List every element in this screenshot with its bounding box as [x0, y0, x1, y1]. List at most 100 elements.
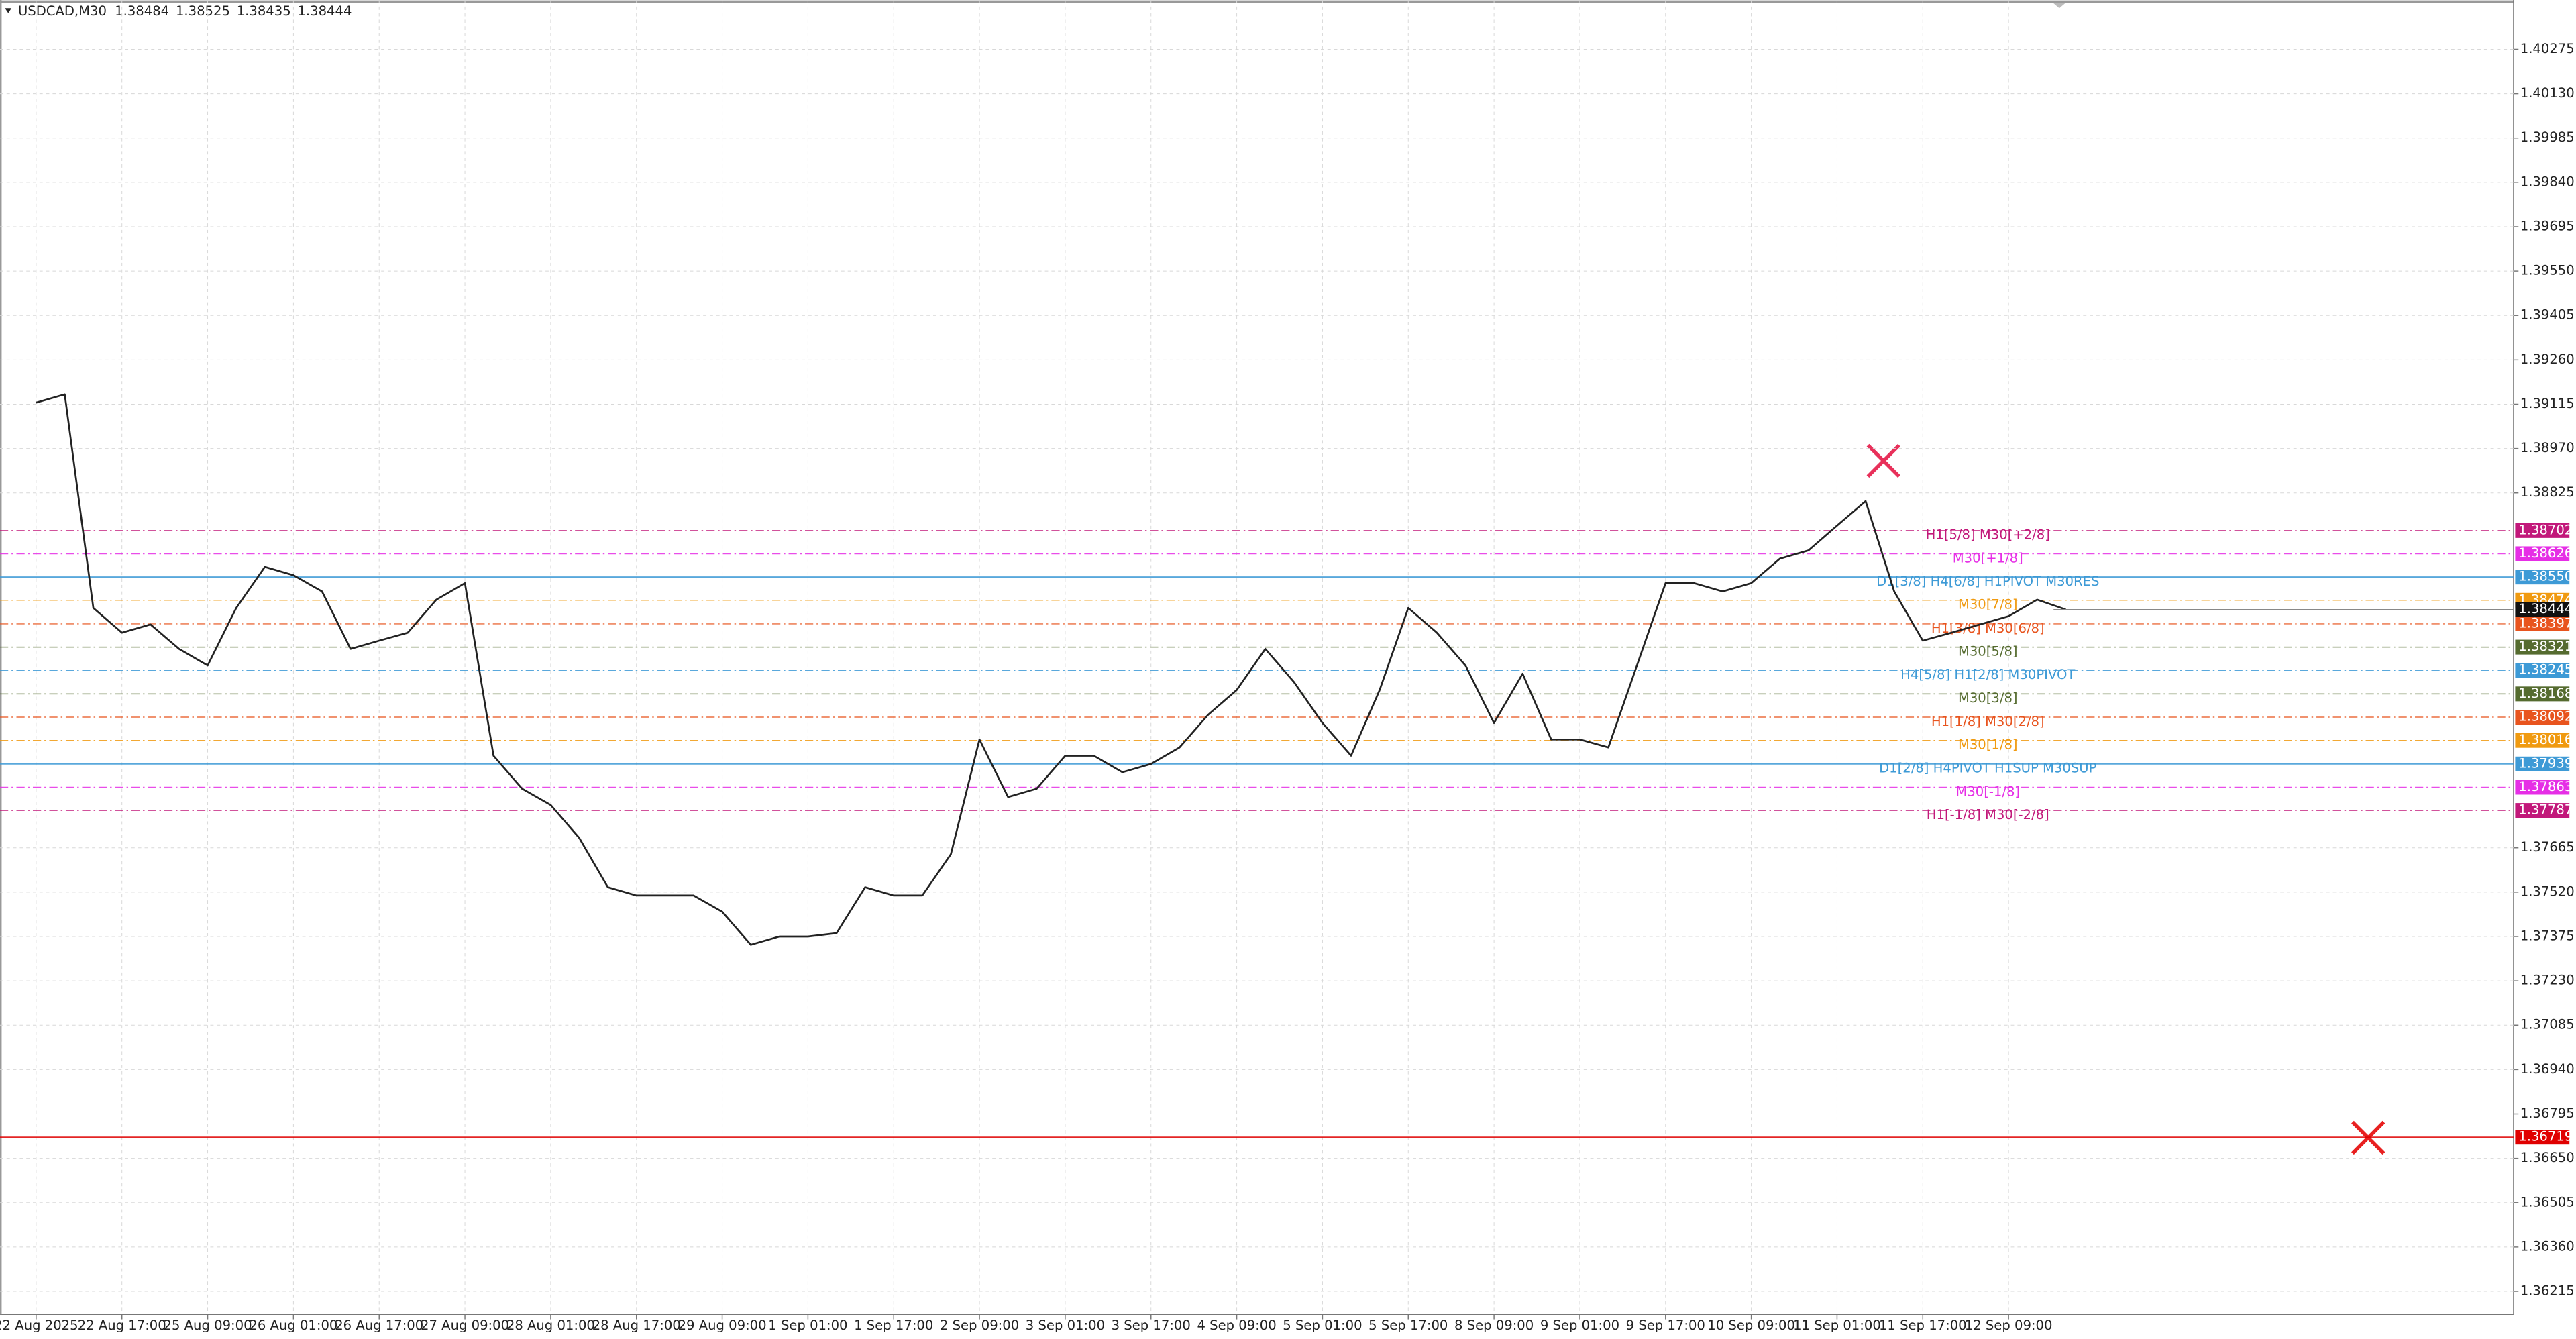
x-tick-label: 1 Sep 17:00: [854, 1318, 933, 1333]
price-tag: [2515, 663, 2570, 678]
level-label: M30[7/8]: [1958, 597, 2018, 612]
x-tick-label: 28 Aug 17:00: [592, 1318, 681, 1333]
level-label: M30[1/8]: [1958, 737, 2018, 753]
y-tick-label: 1.39695: [2520, 218, 2575, 233]
price-tag: [2515, 1130, 2570, 1145]
high: 1.38525: [176, 3, 230, 19]
level-label: H4[5/8] H1[2/8] M30PIVOT: [1900, 667, 2076, 682]
price-tag-label: 1.38626: [2518, 545, 2573, 561]
shift-marker: [2053, 3, 2065, 9]
y-tick-label: 1.37085: [2520, 1017, 2575, 1032]
x-tick-label: 26 Aug 17:00: [335, 1318, 423, 1333]
y-tick-label: 1.36940: [2520, 1061, 2575, 1077]
x-tick-label: 9 Sep 17:00: [1626, 1318, 1705, 1333]
x-tick-label: 10 Sep 09:00: [1707, 1318, 1795, 1333]
price-tag: [2515, 639, 2570, 655]
x-tick-label: 3 Sep 01:00: [1026, 1318, 1105, 1333]
price-line: [36, 393, 2066, 946]
current-price-tag: [2515, 602, 2570, 617]
x-tick-label: 2 Sep 09:00: [940, 1318, 1019, 1333]
y-tick-label: 1.37375: [2520, 928, 2575, 944]
x-tick-label: 25 Aug 09:00: [164, 1318, 252, 1333]
price-tag-label: 1.38321: [2518, 639, 2573, 654]
price-tag: [2515, 780, 2570, 795]
x-tick-label: 22 Aug 2025: [0, 1318, 78, 1333]
price-tag-label: 1.38245: [2518, 662, 2573, 678]
x-tick-label: 12 Sep 09:00: [1965, 1318, 2053, 1333]
price-tag: [2515, 616, 2570, 631]
chart-title: USDCAD,M30 1.38484 1.38525 1.38435 1.38444: [18, 3, 352, 19]
x-tick-label: 1 Sep 01:00: [768, 1318, 847, 1333]
price-tag-label: 1.37863: [2518, 779, 2573, 794]
x-tick-label: 11 Sep 01:00: [1793, 1318, 1881, 1333]
level-label: M30[+1/8]: [1953, 550, 2023, 566]
x-tick-label: 3 Sep 17:00: [1112, 1318, 1191, 1333]
current-price-label: 1.38444: [2518, 601, 2573, 617]
low: 1.38435: [237, 3, 291, 19]
close: 1.38444: [297, 3, 352, 19]
y-tick-label: 1.39840: [2520, 174, 2575, 189]
price-tag-label: 1.38550: [2518, 569, 2573, 584]
x-tick-label: 28 Aug 01:00: [506, 1318, 595, 1333]
y-tick-label: 1.38825: [2520, 484, 2575, 500]
x-tick-label: 26 Aug 01:00: [249, 1318, 337, 1333]
price-tag-label: 1.38168: [2518, 686, 2573, 701]
x-tick-label: 9 Sep 01:00: [1540, 1318, 1619, 1333]
price-tag-label: 1.36719: [2518, 1129, 2573, 1144]
x-tick-label: 29 Aug 09:00: [678, 1318, 767, 1333]
y-tick-label: 1.36505: [2520, 1194, 2575, 1210]
y-tick-label: 1.36360: [2520, 1238, 2575, 1254]
x-tick-label: 22 Aug 17:00: [78, 1318, 166, 1333]
price-tag-label: 1.38397: [2518, 615, 2573, 631]
cross-marker: [1866, 443, 1900, 478]
y-tick-label: 1.36215: [2520, 1283, 2575, 1299]
symbol: USDCAD,M30: [18, 3, 107, 19]
level-label: H1[5/8] M30[+2/8]: [1926, 527, 2050, 543]
level-label: H1[-1/8] M30[-2/8]: [1927, 807, 2049, 822]
level-label: H1[1/8] M30[2/8]: [1931, 714, 2045, 729]
y-tick-label: 1.39260: [2520, 352, 2575, 367]
y-tick-label: 1.36650: [2520, 1150, 2575, 1165]
price-tag: [2515, 709, 2570, 725]
price-tag: [2515, 756, 2570, 771]
price-tag-label: 1.37787: [2518, 802, 2573, 818]
y-tick-label: 1.37520: [2520, 883, 2575, 899]
y-tick-label: 1.40275: [2520, 41, 2575, 56]
level-label: M30[3/8]: [1958, 690, 2018, 706]
y-tick-label: 1.37230: [2520, 973, 2575, 988]
price-tag: [2515, 570, 2570, 585]
price-tag: [2515, 733, 2570, 748]
x-tick-label: 4 Sep 09:00: [1197, 1318, 1276, 1333]
y-tick-label: 1.36795: [2520, 1106, 2575, 1121]
x-tick-label: 27 Aug 09:00: [421, 1318, 509, 1333]
price-tag: [2515, 523, 2570, 538]
price-tag-label: 1.38702: [2518, 522, 2573, 537]
menu-arrow[interactable]: [5, 8, 12, 13]
open: 1.38484: [115, 3, 169, 19]
x-tick-label: 8 Sep 09:00: [1454, 1318, 1534, 1333]
x-tick-label: 11 Sep 17:00: [1879, 1318, 1967, 1333]
y-tick-label: 1.39405: [2520, 307, 2575, 323]
level-label: M30[5/8]: [1958, 643, 2018, 659]
x-tick-label: 5 Sep 01:00: [1283, 1318, 1362, 1333]
price-tag: [2515, 803, 2570, 818]
y-tick-label: 1.39985: [2520, 129, 2575, 145]
price-tag-label: 1.38016: [2518, 732, 2573, 747]
level-label: D1[2/8] H4PIVOT H1SUP M30SUP: [1879, 761, 2096, 776]
y-tick-label: 1.40130: [2520, 85, 2575, 101]
price-tag: [2515, 546, 2570, 561]
price-tag-label: 1.37939: [2518, 755, 2573, 771]
y-tick-label: 1.38970: [2520, 440, 2575, 456]
level-label: H1[3/8] M30[6/8]: [1931, 621, 2045, 636]
y-tick-label: 1.39115: [2520, 396, 2575, 411]
level-label: D1[3/8] H4[6/8] H1PIVOT M30RES: [1876, 574, 2099, 589]
price-tag: [2515, 686, 2570, 702]
price-tag-label: 1.38092: [2518, 709, 2573, 725]
x-tick-label: 5 Sep 17:00: [1368, 1318, 1448, 1333]
y-tick-label: 1.39550: [2520, 263, 2575, 278]
y-tick-label: 1.37665: [2520, 839, 2575, 855]
level-label: M30[-1/8]: [1955, 784, 2020, 799]
